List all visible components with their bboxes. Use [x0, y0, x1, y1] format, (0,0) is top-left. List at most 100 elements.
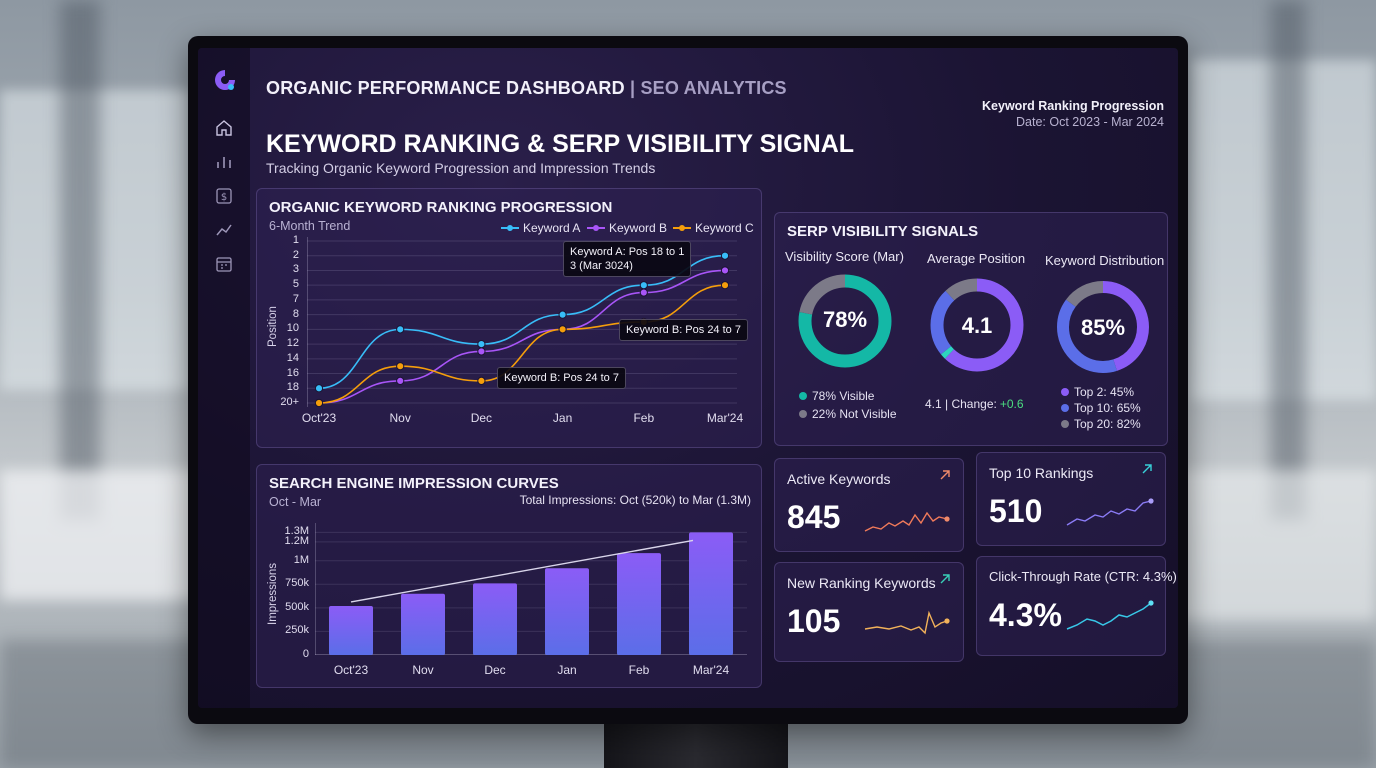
top2-dot	[1061, 388, 1069, 396]
legend-keyword-c-swatch	[673, 223, 691, 233]
top20-dot	[1061, 420, 1069, 428]
donut-segment[interactable]	[798, 274, 892, 368]
ranking-x-tick: Jan	[552, 411, 573, 425]
kpi-active-keywords-title: Active Keywords	[787, 471, 891, 487]
background-desk	[1176, 470, 1376, 620]
impressions-x-tick: Jan	[557, 663, 577, 677]
distribution-legend-top2: Top 2: 45%	[1061, 385, 1134, 399]
background-window	[1190, 60, 1376, 400]
impressions-y-tick: 0	[302, 648, 309, 660]
average-position-donut[interactable]	[927, 275, 1027, 375]
sidebar: $	[198, 48, 250, 708]
visibility-legend-not-visible: 22% Not Visible	[799, 407, 897, 421]
series-line-keyword-b[interactable]	[318, 269, 726, 404]
donut-segment[interactable]	[930, 278, 1024, 372]
ranking-x-tick: Feb	[633, 411, 655, 425]
data-point-keyword-a[interactable]	[314, 384, 324, 393]
ranking-y-tick: 10	[286, 322, 299, 335]
donut-segment[interactable]	[1057, 281, 1149, 373]
impressions-y-tick: 1M	[293, 553, 309, 566]
dashboard-title-text: ORGANIC PERFORMANCE DASHBOARD	[266, 78, 625, 98]
distribution-legend-top20-label: Top 20: 82%	[1074, 417, 1141, 431]
impressions-y-axis-label: Impressions	[267, 563, 279, 625]
visibility-score-value: 78%	[822, 307, 868, 332]
ranking-x-tick: Nov	[389, 411, 411, 425]
data-point-keyword-a[interactable]	[477, 339, 486, 349]
average-position-title: Average Position	[927, 251, 1026, 266]
legend-keyword-c-label: Keyword C	[695, 221, 754, 235]
data-point-keyword-c[interactable]	[558, 325, 567, 334]
keyword-distribution-donut[interactable]	[1053, 277, 1153, 377]
data-point-keyword-b[interactable]	[477, 347, 486, 356]
ranking-panel: ORGANIC KEYWORD RANKING PROGRESSION 6-Mo…	[256, 188, 762, 448]
data-point-keyword-b[interactable]	[396, 376, 405, 386]
impressions-bar[interactable]	[617, 553, 661, 655]
tooltip-keyword-a-line1: Keyword A: Pos 18 to 1	[570, 246, 685, 258]
kpi-top10-rankings-title: Top 10 Rankings	[989, 465, 1094, 481]
calendar-icon[interactable]	[214, 254, 234, 274]
keyword-distribution-value: 85%	[1080, 315, 1126, 340]
ranking-y-tick: 16	[286, 366, 299, 379]
kpi-new-ranking-keywords-sparkline	[864, 610, 950, 635]
header-date-range[interactable]: Date: Oct 2023 - Mar 2024	[1016, 115, 1164, 129]
data-point-keyword-c[interactable]	[477, 376, 486, 386]
data-point-keyword-a[interactable]	[720, 251, 730, 260]
donut-segment[interactable]	[930, 278, 1024, 372]
kpi-top10-rankings-value: 510	[989, 493, 1043, 529]
kpi-click-through-rate[interactable]: Click-Through Rate (CTR: 4.3%) 4.3%	[976, 556, 1177, 656]
data-point-keyword-a[interactable]	[639, 281, 648, 290]
distribution-legend-top20: Top 20: 82%	[1061, 417, 1141, 431]
dashboard-screen: $ ORGANIC PERFORMANCE DASHBOARD | SEO AN…	[198, 48, 1178, 708]
data-point-keyword-b[interactable]	[720, 266, 730, 275]
kpi-active-keywords-sparkline	[864, 511, 950, 532]
average-position-change: +0.6	[999, 397, 1024, 411]
impressions-bar-chart	[315, 523, 747, 655]
legend-keyword-b-swatch	[587, 223, 605, 233]
kpi-top10-rankings[interactable]: Top 10 Rankings 510	[976, 452, 1166, 546]
kpi-active-keywords[interactable]: Active Keywords 845	[774, 458, 964, 552]
impressions-panel-subtitle: Oct - Mar	[269, 495, 322, 509]
kpi-active-keywords-value: 845	[787, 499, 841, 535]
not-visible-dot	[799, 410, 807, 418]
donut-segment[interactable]	[1057, 281, 1149, 373]
impressions-y-tick: 250k	[285, 624, 309, 637]
impressions-bar[interactable]	[401, 593, 445, 655]
background-column	[1270, 0, 1306, 520]
impressions-bar[interactable]	[329, 605, 373, 655]
trend-up-arrow-icon	[1142, 464, 1152, 474]
data-point-keyword-a[interactable]	[396, 325, 405, 334]
legend-keyword-b[interactable]: Keyword B	[587, 221, 667, 235]
top10-dot	[1061, 404, 1069, 412]
ranking-y-tick: 20+	[280, 396, 299, 408]
page-title: KEYWORD RANKING & SERP VISIBILITY SIGNAL	[266, 130, 855, 158]
series-line-keyword-a[interactable]	[318, 254, 726, 390]
visibility-score-donut[interactable]	[795, 271, 895, 371]
visibility-score-title: Visibility Score (Mar)	[785, 249, 904, 264]
data-point-keyword-c[interactable]	[396, 362, 405, 371]
keyword-distribution-title: Keyword Distribution	[1045, 253, 1165, 268]
ranking-x-tick: Dec	[470, 411, 493, 425]
impressions-bar[interactable]	[473, 583, 517, 655]
kpi-new-ranking-keywords[interactable]: New Ranking Keywords 105	[774, 562, 964, 662]
kpi-ctr-sparkline	[1066, 600, 1154, 630]
bar-chart-icon[interactable]	[214, 152, 234, 172]
impressions-bar[interactable]	[689, 532, 733, 655]
data-point-keyword-b[interactable]	[639, 288, 648, 297]
ranking-panel-title: ORGANIC KEYWORD RANKING PROGRESSION	[269, 199, 613, 216]
app-logo-icon[interactable]	[213, 68, 237, 92]
ranking-y-tick: 2	[292, 248, 299, 261]
dollar-icon[interactable]: $	[214, 186, 234, 206]
legend-keyword-c[interactable]: Keyword C	[673, 221, 754, 235]
legend-keyword-a[interactable]: Keyword A	[501, 221, 580, 235]
data-point-keyword-a[interactable]	[558, 310, 567, 319]
distribution-legend-top2-label: Top 2: 45%	[1074, 385, 1135, 399]
dashboard-title: ORGANIC PERFORMANCE DASHBOARD | SEO ANAL…	[266, 78, 787, 99]
impressions-bar[interactable]	[545, 568, 589, 655]
ranking-y-tick: 18	[286, 381, 299, 394]
home-icon[interactable]	[214, 118, 234, 138]
ranking-y-tick: 12	[286, 337, 299, 350]
line-chart-icon[interactable]	[214, 220, 234, 240]
impressions-x-tick: Dec	[484, 663, 506, 677]
data-point-keyword-c[interactable]	[314, 398, 324, 407]
data-point-keyword-c[interactable]	[720, 281, 730, 290]
